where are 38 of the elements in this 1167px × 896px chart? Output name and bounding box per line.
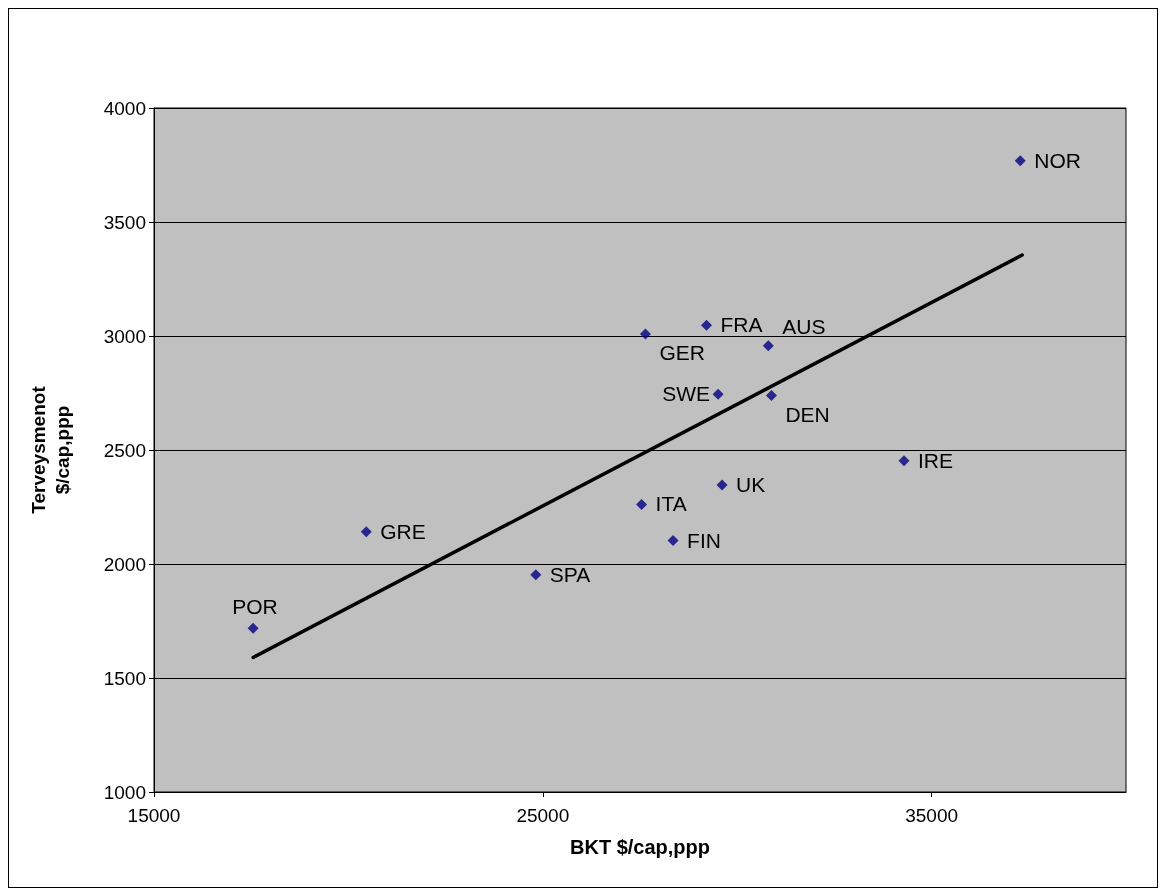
y-tick-label: 4000: [103, 97, 146, 119]
point: [636, 498, 648, 510]
x-tick-label: 15000: [127, 805, 181, 826]
annotation: SWE: [662, 382, 710, 406]
annotation: FRA: [720, 313, 763, 337]
point: [1014, 155, 1026, 167]
point: [639, 328, 651, 340]
annotation: GRE: [380, 519, 426, 543]
y-tick-label: 2500: [103, 439, 146, 461]
annotation: FIN: [687, 528, 721, 552]
y-axis-title: Terveysmenot $/cap,ppp: [27, 385, 73, 514]
point: [716, 479, 728, 491]
point: [765, 390, 777, 402]
y-tick-label: 2000: [103, 553, 146, 575]
annotation: POR: [232, 595, 278, 619]
x-axis-title: BKT $/cap,ppp: [569, 836, 711, 858]
annotation: SPA: [549, 562, 591, 586]
point: [700, 319, 712, 331]
y-tick-label: 3500: [103, 211, 146, 233]
annotation: AUS: [782, 314, 826, 338]
y-tick-label: 1000: [103, 781, 146, 803]
annotation: DEN: [785, 402, 830, 426]
point: [712, 388, 724, 400]
annotation: GER: [659, 340, 705, 364]
point: [667, 535, 679, 547]
point: [762, 340, 774, 352]
point: [530, 569, 542, 581]
point: [360, 526, 372, 538]
annotation: UK: [736, 473, 766, 497]
x-tick-label: 25000: [516, 805, 570, 826]
y-tick-label: 1500: [103, 667, 146, 689]
annotation: ITA: [655, 492, 687, 516]
annotation: NOR: [1034, 148, 1081, 172]
x-tick-label: 35000: [905, 805, 959, 826]
annotation: IRE: [918, 448, 954, 472]
y-tick-label: 3000: [103, 325, 146, 347]
point: [898, 455, 910, 467]
point: [247, 622, 259, 634]
